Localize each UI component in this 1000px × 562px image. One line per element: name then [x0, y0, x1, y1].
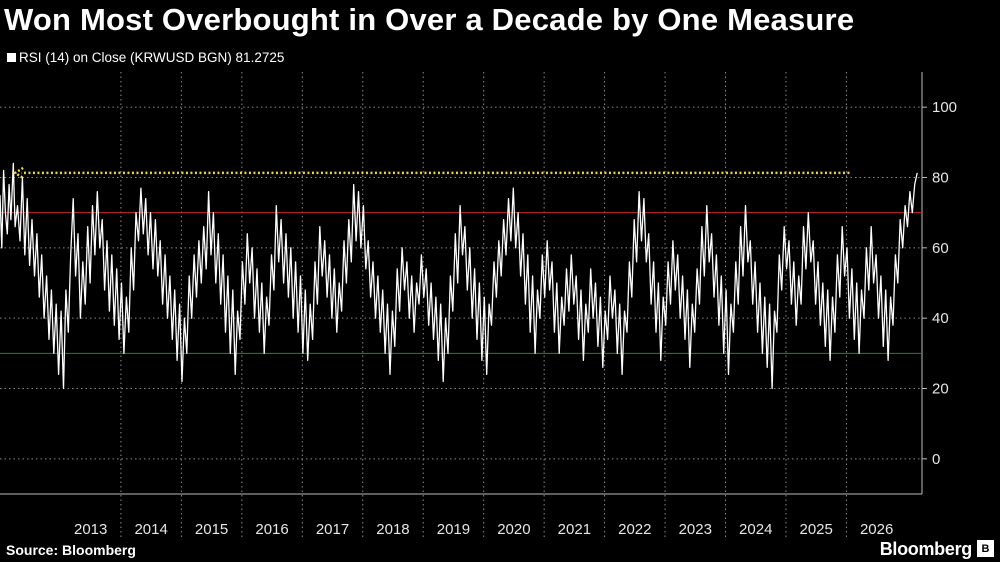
y-tick-label-20: 20 [932, 381, 949, 398]
legend-swatch [7, 53, 16, 62]
y-tick-label-0: 0 [932, 451, 940, 468]
y-tick-label-100: 100 [932, 99, 957, 116]
y-tick-label-60: 60 [932, 240, 949, 257]
source-note: Source: Bloomberg [6, 542, 136, 558]
x-tick-label-2016: 2016 [255, 521, 288, 538]
x-tick-label-2013: 2013 [74, 521, 107, 538]
legend: RSI (14) on Close (KRWUSD BGN) 81.2725 [7, 50, 284, 65]
chart-title: Won Most Overbought in Over a Decade by … [4, 2, 855, 37]
x-tick-label-2020: 2020 [497, 521, 530, 538]
x-tick-label-2017: 2017 [316, 521, 349, 538]
x-tick-label-2015: 2015 [195, 521, 228, 538]
bloomberg-logo: Bloomberg [879, 539, 973, 559]
x-tick-label-2022: 2022 [618, 521, 651, 538]
x-tick-label-2014: 2014 [134, 521, 167, 538]
x-tick-label-2019: 2019 [437, 521, 470, 538]
x-tick-label-2024: 2024 [739, 521, 772, 538]
x-tick-label-2023: 2023 [679, 521, 712, 538]
x-tick-label-2025: 2025 [800, 521, 833, 538]
arrow-head-icon [12, 166, 24, 179]
y-tick-label-40: 40 [932, 310, 949, 327]
legend-label: RSI (14) on Close (KRWUSD BGN) 81.2725 [19, 50, 285, 65]
x-tick-label-2021: 2021 [558, 521, 591, 538]
x-tick-label-2018: 2018 [376, 521, 409, 538]
y-tick-label-80: 80 [932, 170, 949, 187]
bloomberg-mark-icon: B [977, 540, 994, 557]
rsi-series-line [0, 162, 918, 390]
x-tick-label-2026: 2026 [860, 521, 893, 538]
